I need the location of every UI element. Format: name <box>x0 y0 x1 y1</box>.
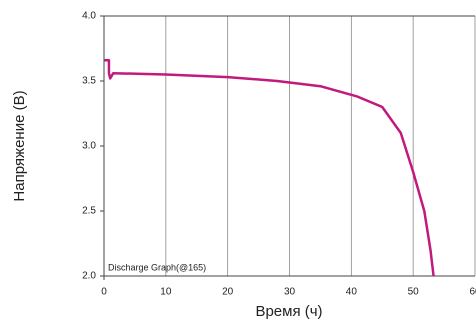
x-tick-label: 0 <box>101 287 107 298</box>
y-tick-label: 4.0 <box>82 11 96 22</box>
y-tick-label: 3.5 <box>82 76 96 87</box>
y-axis-title: Напряжение (В) <box>11 90 28 201</box>
x-tick-label: 60 <box>469 287 476 298</box>
x-tick-label: 30 <box>284 287 296 298</box>
x-tick-label: 50 <box>408 287 420 298</box>
y-tick-label: 2.0 <box>82 271 96 282</box>
y-tick-label: 2.5 <box>82 206 96 217</box>
data-line <box>104 58 435 277</box>
x-tick-label: 20 <box>222 287 234 298</box>
y-tick-label: 3.0 <box>82 141 96 152</box>
x-tick-label: 10 <box>160 287 172 298</box>
x-tick-label: 40 <box>346 287 358 298</box>
annotation: Discharge Graph(@165) <box>108 262 206 272</box>
x-axis-title: Время (ч) <box>255 303 322 320</box>
